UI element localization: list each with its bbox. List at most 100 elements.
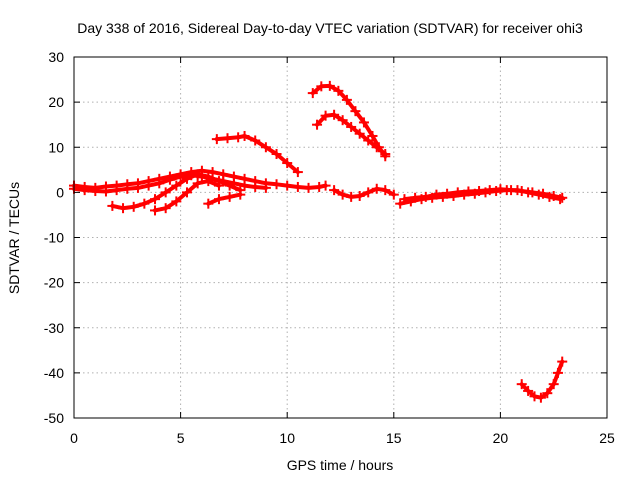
data-point-marker [552,367,563,378]
data-point-marker [154,178,165,189]
data-point-marker [431,189,442,200]
data-point-marker [250,135,261,146]
series-trace-11 [402,187,565,202]
data-point-marker [250,181,261,192]
data-point-marker [420,191,431,202]
data-point-marker [307,88,318,99]
data-point-marker [506,185,517,196]
data-point-marker [354,190,365,201]
data-point-marker [122,183,133,194]
data-point-marker [79,185,90,196]
data-point-marker [211,134,222,145]
data-point-marker [271,179,282,190]
data-point-marker [557,356,568,367]
data-point-marker [371,183,382,194]
data-point-marker [484,185,495,196]
data-point-marker [150,194,161,205]
data-point-marker [292,167,303,178]
data-point-marker [320,180,331,191]
data-point-marker [282,158,293,169]
y-tick-label: 20 [48,94,64,110]
data-point-marker [224,180,235,191]
data-point-marker [224,191,235,202]
data-point-marker [442,188,453,199]
data-point-marker [213,194,224,205]
data-point-marker [260,142,271,153]
data-point-marker [181,187,192,198]
y-tick-label: 10 [48,139,64,155]
data-point-marker [160,187,171,198]
data-point-marker [90,186,101,197]
series-layer [69,80,568,403]
data-point-marker [529,391,540,402]
data-point-marker [171,196,182,207]
data-point-marker [320,110,331,121]
data-point-marker [337,115,348,126]
series-trace-5 [206,192,243,206]
data-point-marker [358,117,369,128]
x-tick-label: 0 [70,430,78,446]
data-point-marker [175,171,186,182]
data-point-marker [341,94,352,105]
y-tick-label: 30 [48,49,64,65]
y-tick-label: -40 [44,365,64,381]
data-point-marker [171,180,182,191]
y-tick-label: -50 [44,410,64,426]
data-point-marker [203,176,214,187]
data-point-marker [363,187,374,198]
data-point-marker [371,142,382,153]
data-point-marker [350,106,361,117]
data-point-marker [388,189,399,200]
data-point-marker [354,128,365,139]
data-point-marker [452,187,463,198]
chart-title: Day 338 of 2016, Sidereal Day-to-day VTE… [77,20,583,36]
data-point-marker [314,181,325,192]
data-point-marker [363,135,374,146]
data-point-marker [118,203,129,214]
data-point-marker [100,186,111,197]
data-point-marker [538,188,549,199]
data-point-marker [337,189,348,200]
data-point-marker [316,81,327,92]
data-point-marker [222,133,233,144]
y-tick-label: -30 [44,320,64,336]
data-point-marker [410,192,421,203]
data-point-marker [260,182,271,193]
data-point-marker [463,186,474,197]
data-point-marker [516,186,527,197]
y-axis-label: SDTVAR / TECUs [6,182,22,294]
data-point-marker [535,392,546,403]
x-tick-label: 20 [493,430,509,446]
data-point-marker [312,119,323,130]
data-point-marker [380,149,391,160]
x-tick-label: 10 [279,430,295,446]
data-point-marker [192,169,203,180]
data-point-marker [303,182,314,193]
data-point-marker [132,182,143,193]
data-point-marker [128,201,139,212]
x-tick-label: 15 [386,430,402,446]
data-point-marker [516,379,527,390]
data-point-marker [548,379,559,390]
data-point-marker [111,185,122,196]
data-point-marker [282,180,293,191]
data-point-marker [474,186,485,197]
data-point-marker [203,198,214,209]
data-point-marker [329,185,340,196]
data-point-marker [107,200,118,211]
data-point-marker [233,132,244,143]
data-point-marker [527,187,538,198]
data-point-marker [143,180,154,191]
data-point-marker [557,192,568,203]
data-point-marker [271,149,282,160]
data-point-marker [192,178,203,189]
data-point-marker [324,80,335,91]
data-point-marker [292,181,303,192]
data-point-marker [548,190,559,201]
data-point-marker [523,385,534,396]
data-point-marker [346,191,357,202]
data-point-marker [235,189,246,200]
data-point-marker [160,203,171,214]
y-tick-label: 0 [56,184,64,200]
